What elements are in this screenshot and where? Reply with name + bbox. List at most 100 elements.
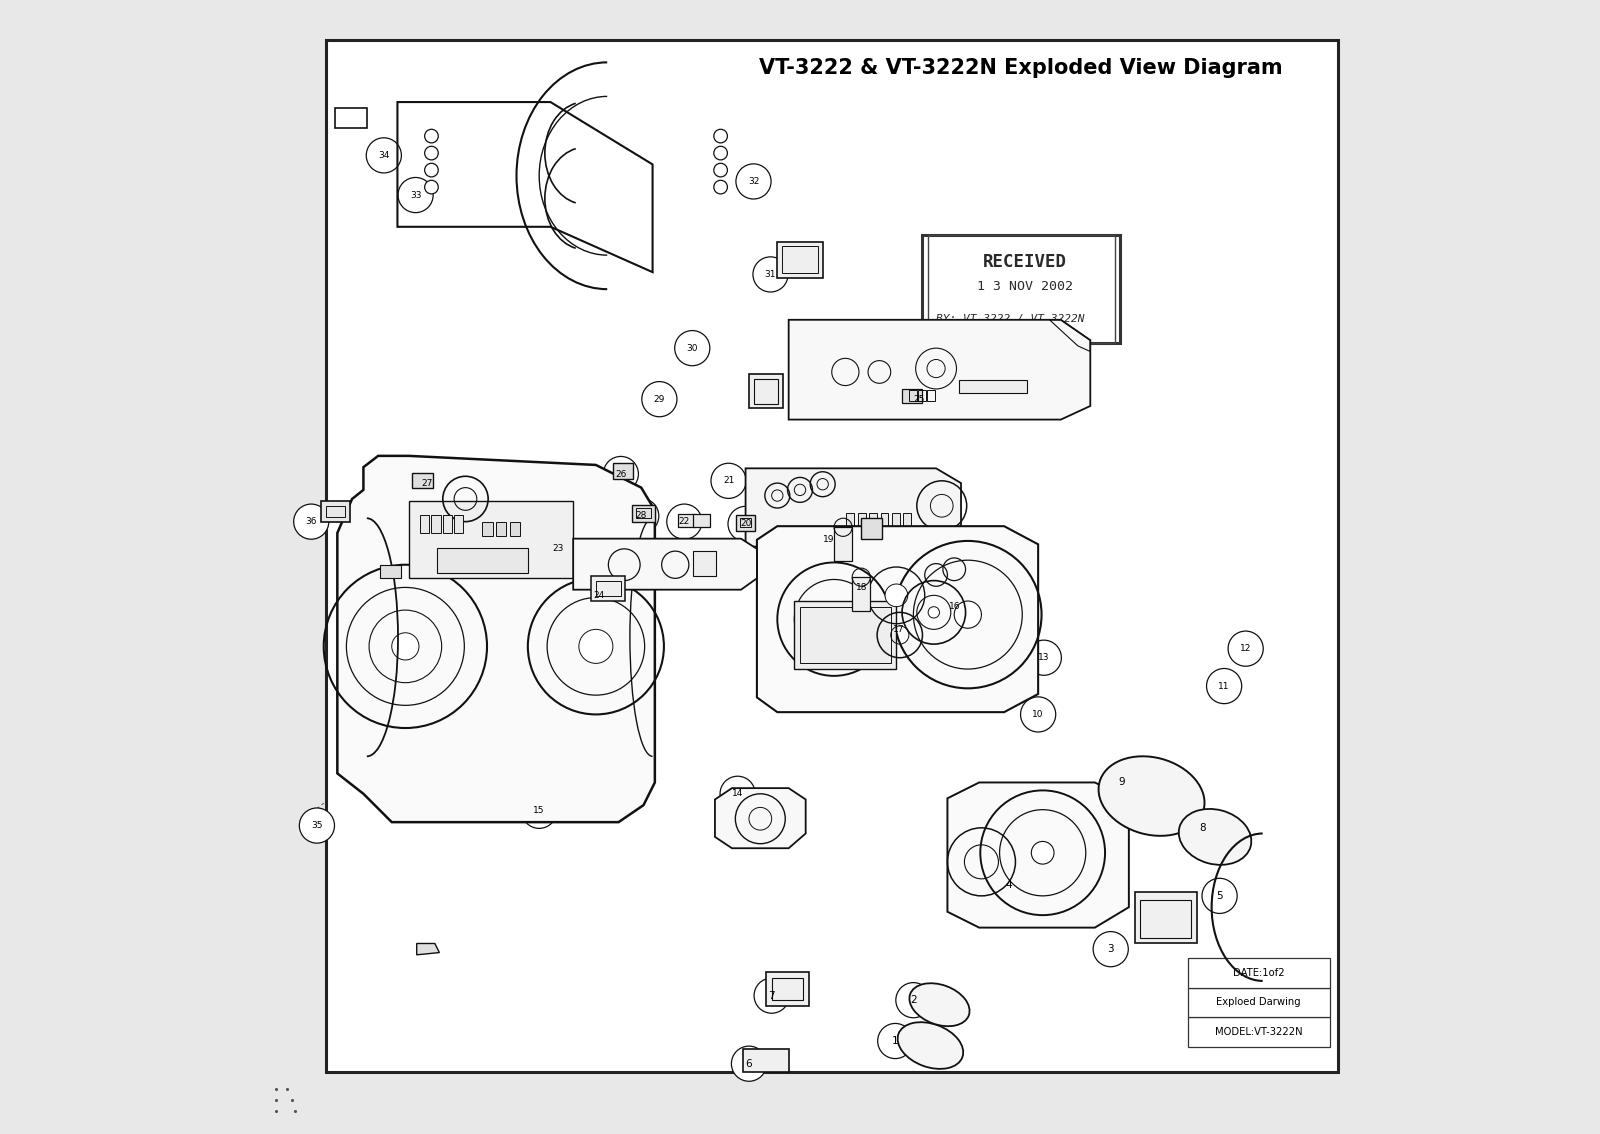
Circle shape <box>1229 631 1264 667</box>
Circle shape <box>642 381 677 417</box>
Circle shape <box>1026 640 1061 676</box>
Text: VT-3222 & VT-3222N Exploded View Diagram: VT-3222 & VT-3222N Exploded View Diagram <box>760 58 1283 78</box>
Text: 5: 5 <box>1216 891 1222 900</box>
Circle shape <box>522 794 557 828</box>
Polygon shape <box>573 539 757 590</box>
Bar <box>922 236 1120 342</box>
Circle shape <box>754 978 789 1014</box>
Text: 3: 3 <box>1107 945 1114 954</box>
Bar <box>853 577 870 611</box>
Bar <box>794 601 896 669</box>
Polygon shape <box>416 943 440 955</box>
Bar <box>595 581 621 596</box>
Bar <box>902 513 910 530</box>
Text: 17: 17 <box>893 625 904 634</box>
Circle shape <box>754 257 789 293</box>
Circle shape <box>410 466 445 501</box>
Bar <box>869 513 877 530</box>
Text: 10: 10 <box>1032 710 1043 719</box>
Bar <box>846 513 854 530</box>
Bar <box>766 972 810 1006</box>
Circle shape <box>582 578 618 612</box>
Bar <box>443 515 451 533</box>
Bar <box>834 527 853 561</box>
Circle shape <box>424 180 438 194</box>
Bar <box>928 236 1115 342</box>
Bar <box>918 390 926 401</box>
Text: 21: 21 <box>723 476 734 485</box>
Text: 23: 23 <box>552 544 565 553</box>
Text: 7: 7 <box>768 991 774 1000</box>
Text: 19: 19 <box>822 535 834 544</box>
Text: 12: 12 <box>1240 644 1251 653</box>
Circle shape <box>1186 810 1221 846</box>
Bar <box>754 379 779 404</box>
Text: 27: 27 <box>421 479 432 488</box>
Text: 15: 15 <box>533 806 546 815</box>
Polygon shape <box>789 320 1090 420</box>
Circle shape <box>1021 696 1056 733</box>
Bar <box>408 501 573 578</box>
Circle shape <box>424 163 438 177</box>
Circle shape <box>714 146 728 160</box>
Circle shape <box>1104 764 1139 801</box>
Circle shape <box>896 982 931 1018</box>
Bar <box>739 518 752 527</box>
Bar <box>437 548 528 573</box>
Bar <box>693 551 717 576</box>
Circle shape <box>541 531 576 567</box>
Text: 1 3 NOV 2002: 1 3 NOV 2002 <box>976 280 1072 294</box>
Bar <box>1187 958 1330 988</box>
Text: 33: 33 <box>410 191 421 200</box>
Text: 16: 16 <box>949 602 960 611</box>
Text: 11: 11 <box>1218 682 1230 691</box>
Circle shape <box>424 146 438 160</box>
Circle shape <box>822 608 845 631</box>
Bar <box>771 978 803 1000</box>
Ellipse shape <box>898 1022 963 1069</box>
Bar <box>958 380 1027 393</box>
Circle shape <box>1206 668 1242 703</box>
Text: 13: 13 <box>1038 653 1050 662</box>
Bar <box>632 505 654 522</box>
Circle shape <box>667 503 702 540</box>
Text: RECEIVED: RECEIVED <box>982 253 1067 271</box>
Bar <box>909 390 917 401</box>
Bar <box>782 246 818 273</box>
Bar <box>858 513 866 530</box>
Circle shape <box>579 629 613 663</box>
Circle shape <box>710 464 746 499</box>
Text: 8: 8 <box>1200 823 1206 832</box>
Bar <box>496 522 506 536</box>
Text: 36: 36 <box>306 517 317 526</box>
Text: 28: 28 <box>635 511 646 521</box>
Circle shape <box>928 607 939 618</box>
Circle shape <box>366 138 402 174</box>
Circle shape <box>603 457 638 492</box>
Bar <box>326 506 346 517</box>
Circle shape <box>1032 841 1054 864</box>
Circle shape <box>714 129 728 143</box>
Text: 14: 14 <box>731 789 744 798</box>
Text: 9: 9 <box>1118 778 1125 787</box>
Circle shape <box>675 331 710 366</box>
Bar <box>800 607 891 663</box>
Bar <box>880 513 888 530</box>
Text: 26: 26 <box>614 469 627 479</box>
Circle shape <box>299 807 334 844</box>
Bar <box>381 565 402 578</box>
Circle shape <box>731 1046 766 1082</box>
Bar <box>592 576 626 601</box>
Text: MODEL:VT-3222N: MODEL:VT-3222N <box>1214 1027 1302 1036</box>
Bar <box>1134 892 1197 943</box>
Circle shape <box>954 601 981 628</box>
Text: 25: 25 <box>914 395 925 404</box>
Bar <box>483 522 493 536</box>
Text: 20: 20 <box>739 519 752 528</box>
Circle shape <box>878 1023 914 1059</box>
Circle shape <box>424 129 438 143</box>
Ellipse shape <box>909 983 970 1026</box>
Bar <box>421 515 429 533</box>
Polygon shape <box>338 456 654 822</box>
Text: 24: 24 <box>594 591 605 600</box>
